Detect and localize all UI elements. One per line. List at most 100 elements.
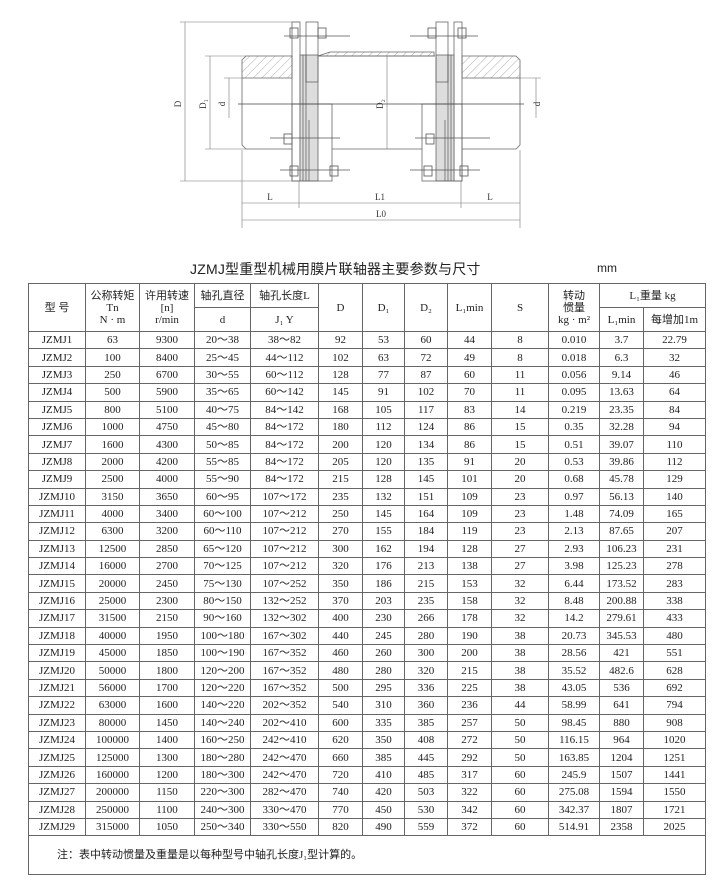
table-cell: 60	[447, 365, 492, 385]
table-cell: 225	[447, 678, 492, 698]
table-cell: 32	[643, 348, 706, 367]
table-cell: JZMJ29	[28, 817, 86, 837]
table-cell: 20	[491, 452, 549, 472]
table-cell: 235	[404, 591, 448, 611]
table-cell: 1800	[139, 661, 195, 680]
table-cell: 9300	[139, 330, 195, 350]
label-D2: D₂	[375, 99, 385, 109]
table-cell: 641	[599, 696, 644, 715]
table-row: JZMJ26 160000 1200 180～300 242～470 720 410 485 3…	[28, 765, 706, 785]
table-cell: 180～300	[194, 765, 251, 785]
table-cell: 720	[318, 765, 363, 785]
header-weight-per-m: 每增加1m	[643, 307, 706, 332]
header-D2: D₂	[404, 283, 448, 332]
table-cell: 129	[643, 470, 706, 489]
table-cell: 692	[643, 678, 706, 698]
table-cell: 11	[491, 383, 549, 402]
table-cell: 120～220	[194, 678, 251, 698]
right-spacer-flange	[435, 21, 449, 83]
table-cell: JZMJ13	[28, 539, 86, 559]
header-D1: D₁	[362, 283, 405, 332]
table-cell: 90～160	[194, 609, 251, 628]
table-cell: 628	[643, 661, 706, 680]
table-cell: 2000	[85, 452, 140, 472]
coupling-drawing: D D₁ d D₂ d L L1 L L0	[173, 21, 542, 228]
table-cell: 320	[404, 661, 448, 680]
table-cell: 0.056	[548, 365, 600, 385]
table-cell: 2358	[599, 817, 644, 837]
table-cell: 240～300	[194, 800, 251, 819]
table-cell: 245	[362, 626, 405, 646]
table-cell: 77	[362, 365, 405, 385]
table-cell: 800	[85, 400, 140, 419]
table-row: JZMJ3 250 6700 30～55 60～112 128 77 87 60 11 0.056 9…	[28, 365, 706, 385]
table-cell: 410	[362, 765, 405, 785]
left-hub-section	[241, 55, 293, 79]
table-cell: 200.88	[599, 591, 644, 611]
table-cell: 1594	[599, 783, 644, 802]
table-row: JZMJ1 63 9300 20～38 38～82 92 53 60 44 8 0.010 3.7 22…	[28, 330, 706, 350]
table-cell: 80～150	[194, 591, 251, 611]
table-cell: JZMJ7	[28, 435, 86, 454]
table-cell: 460	[318, 644, 363, 663]
table-cell: 84	[643, 400, 706, 419]
table-cell: 91	[447, 452, 492, 472]
header-S: S	[491, 283, 549, 332]
table-cell: 60～142	[250, 383, 319, 402]
table-cell: 44～112	[250, 348, 319, 367]
table-cell: 740	[318, 783, 363, 802]
table-cell: 56000	[85, 678, 140, 698]
table-cell: 86	[447, 417, 492, 437]
table-cell: 117	[404, 400, 448, 419]
table-cell: 14	[491, 400, 549, 419]
table-cell: 4000	[139, 470, 195, 489]
table-cell: 257	[447, 713, 492, 732]
table-cell: JZMJ14	[28, 557, 86, 576]
table-cell: 55～85	[194, 452, 251, 472]
table-cell: 164	[404, 504, 448, 524]
table-row: JZMJ18 40000 1950 100～180 167～302 440 245 280 19…	[28, 626, 706, 646]
spacer-section	[317, 51, 435, 57]
table-cell: 151	[404, 487, 448, 506]
table-cell: 158	[447, 591, 492, 611]
table-cell: 31500	[85, 609, 140, 628]
header-row-1: 型 号 公称转矩 Tn N · m 许用转速 [n] r/min 轴孔直径 轴孔长度L …	[28, 283, 706, 332]
table-cell: 55～90	[194, 470, 251, 489]
table-cell: 180～280	[194, 748, 251, 767]
table-cell: 964	[599, 730, 644, 750]
header-weight-lmin: L₁min	[599, 307, 644, 332]
table-cell: 1600	[85, 435, 140, 454]
table-cell: 50	[491, 748, 549, 767]
table-cell: 60～95	[194, 487, 251, 506]
table-cell: 300	[404, 644, 448, 663]
table-cell: 260	[362, 644, 405, 663]
table-cell: 272	[447, 730, 492, 750]
table-cell: 1204	[599, 748, 644, 767]
table-cell: 50	[491, 730, 549, 750]
table-cell: 16000	[85, 557, 140, 576]
table-cell: 50	[491, 713, 549, 732]
table-cell: 45～80	[194, 417, 251, 437]
table-cell: 38	[491, 626, 549, 646]
table-cell: 205	[318, 452, 363, 472]
table-cell: 35～65	[194, 383, 251, 402]
table-cell: 44	[491, 696, 549, 715]
table-cell: 63	[362, 348, 405, 367]
table-row: JZMJ23 80000 1450 140～240 202～410 600 335 385 25…	[28, 713, 706, 732]
table-row: JZMJ27 200000 1150 220～300 282～470 740 420 503 3…	[28, 783, 706, 802]
table-cell: 107～212	[250, 504, 319, 524]
right-hub-section	[461, 55, 521, 79]
table-row: JZMJ4 500 5900 35～65 60～142 145 91 102 70 11 0.095…	[28, 383, 706, 402]
table-cell: 338	[643, 591, 706, 611]
table-cell: 60	[491, 817, 549, 837]
table-cell: 1441	[643, 765, 706, 785]
header-speed: 许用转速 [n] r/min	[139, 283, 195, 332]
table-cell: 160～250	[194, 730, 251, 750]
table-cell: 440	[318, 626, 363, 646]
table-cell: 165	[643, 504, 706, 524]
table-cell: 120～200	[194, 661, 251, 680]
table-cell: 2700	[139, 557, 195, 576]
table-cell: 266	[404, 609, 448, 628]
table-cell: 200000	[85, 783, 140, 802]
table-cell: JZMJ25	[28, 748, 86, 767]
